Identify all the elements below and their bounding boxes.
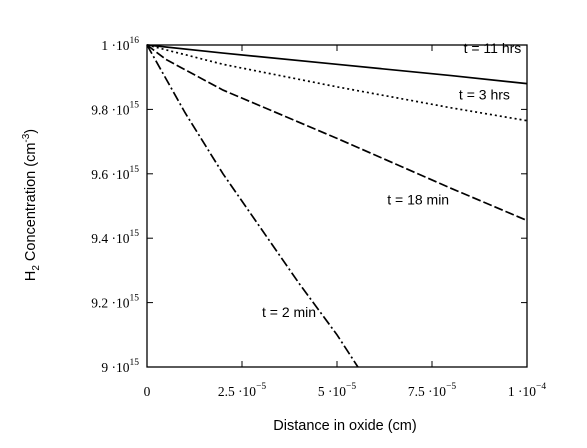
series-label-3: t = 18 min — [387, 191, 449, 207]
y-axis-title-subscript: 2 — [31, 265, 42, 271]
y-tick-label: 9.2 ·1015 — [91, 294, 139, 311]
y-axis-title-prefix: H — [23, 271, 39, 281]
x-tick-label: 7.5 ·10−5 — [408, 382, 457, 399]
y-axis-title: H2 Concentration (cm-3) — [21, 129, 42, 281]
y-axis-title-superscript: -3 — [21, 133, 32, 142]
axis-ticks: 0 2.5 ·10−5 5 ·10−5 7.5 ·10−5 1 ·10−4 9 ·1015… — [91, 36, 546, 399]
series-line-2 — [146, 44, 528, 122]
series-label-1: t = 11 hrs — [464, 40, 522, 56]
y-tick-label: 9.8 ·1015 — [91, 100, 139, 117]
y-tick-label: 9.4 ·1015 — [91, 229, 139, 246]
series-label-2: t = 3 hrs — [459, 87, 510, 103]
y-tick-label: 9.6 ·1015 — [91, 165, 139, 182]
y-axis-title-middle: Concentration (cm — [23, 143, 39, 266]
x-axis-title: Distance in oxide (cm) — [273, 418, 416, 434]
x-tick-label: 0 — [144, 384, 151, 399]
y-tick-label: 1 ·1016 — [101, 36, 139, 53]
y-tick-label: 9 ·1015 — [101, 358, 139, 375]
series-labels: t = 11 hrs t = 3 hrs t = 18 min t = 2 min — [262, 40, 521, 320]
series-line-3 — [146, 44, 528, 222]
series-lines — [146, 44, 528, 368]
x-tick-label: 1 ·10−4 — [508, 382, 546, 399]
x-tick-label: 5 ·10−5 — [318, 382, 356, 399]
series-label-4: t = 2 min — [262, 304, 316, 320]
y-axis-title-suffix: ) — [23, 129, 39, 134]
series-line-1 — [146, 44, 528, 85]
series-line-4 — [146, 44, 359, 368]
x-tick-label: 2.5 ·10−5 — [218, 382, 267, 399]
